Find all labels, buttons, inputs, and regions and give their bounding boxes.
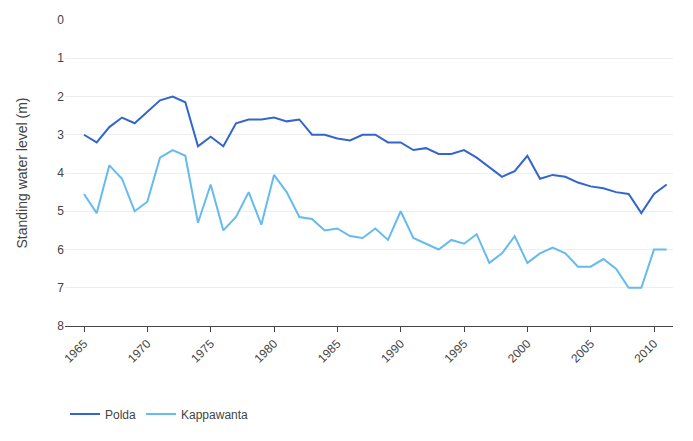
svg-text:1995: 1995: [442, 337, 471, 366]
svg-text:1970: 1970: [125, 337, 154, 366]
svg-text:1975: 1975: [188, 337, 217, 366]
svg-text:0: 0: [57, 13, 64, 27]
svg-text:1: 1: [57, 51, 64, 65]
svg-text:8: 8: [57, 319, 64, 333]
svg-text:Standing water level (m): Standing water level (m): [14, 98, 30, 249]
svg-text:2005: 2005: [568, 337, 597, 366]
svg-text:Kappawanta: Kappawanta: [181, 408, 248, 422]
svg-text:5: 5: [57, 204, 64, 218]
svg-text:1990: 1990: [378, 337, 407, 366]
svg-text:2: 2: [57, 90, 64, 104]
svg-text:1980: 1980: [252, 337, 281, 366]
svg-text:2000: 2000: [505, 337, 534, 366]
svg-text:4: 4: [57, 166, 64, 180]
svg-text:7: 7: [57, 281, 64, 295]
svg-text:1985: 1985: [315, 337, 344, 366]
svg-text:6: 6: [57, 243, 64, 257]
svg-text:1965: 1965: [62, 337, 91, 366]
svg-text:2010: 2010: [632, 337, 661, 366]
svg-text:Polda: Polda: [105, 408, 136, 422]
svg-text:3: 3: [57, 128, 64, 142]
